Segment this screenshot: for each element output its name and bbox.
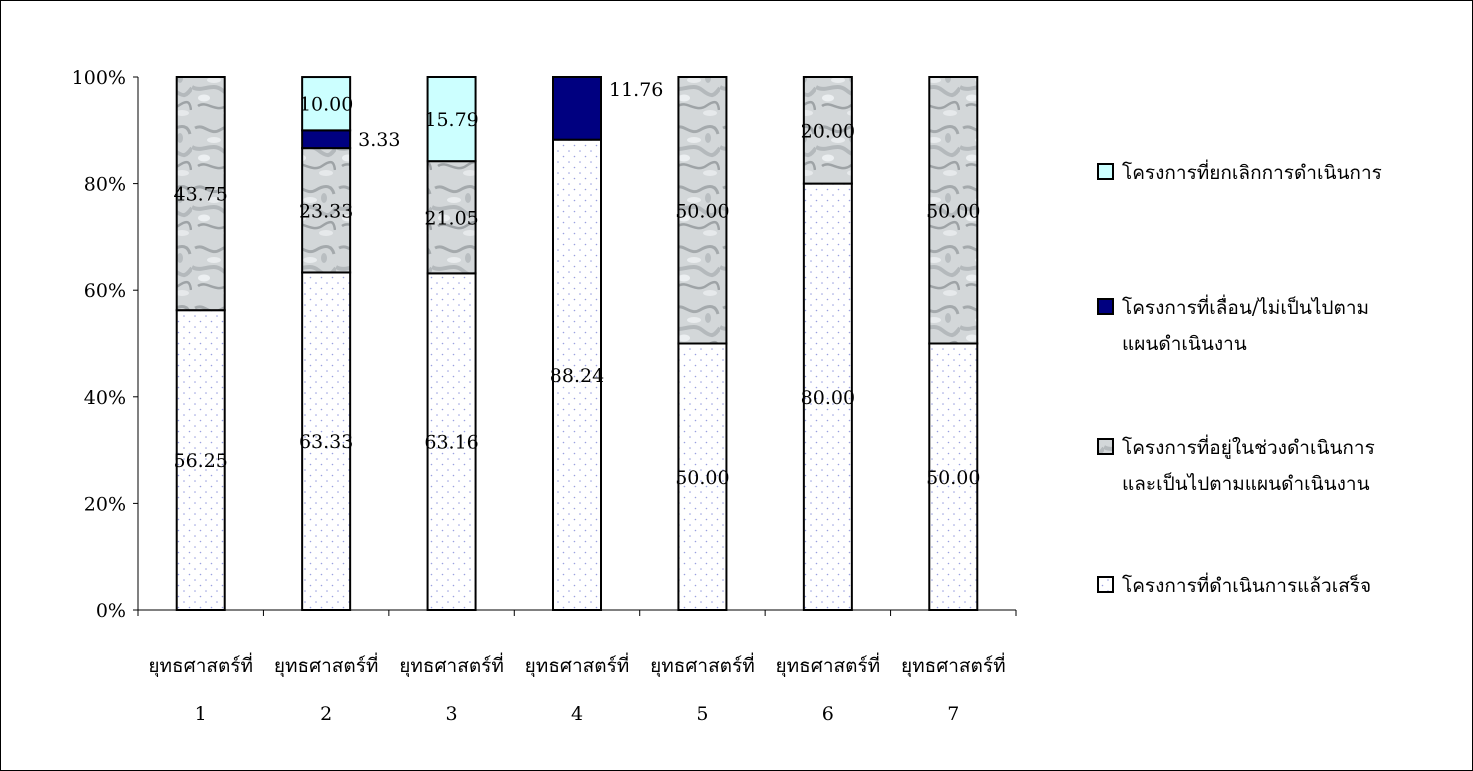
legend-swatch <box>1097 438 1114 455</box>
legend: โครงการที่ยกเลิกการดำเนินการโครงการที่เล… <box>1097 159 1382 597</box>
data-label: 15.79 <box>424 109 478 131</box>
category-labels-group: ยุทธศาสตร์ที่ 1 ยุทธศาสตร์ที่ 2 ยุทธศาสตร์ที… <box>148 652 1005 725</box>
data-label: 63.33 <box>299 431 353 453</box>
y-axis: 0% 20% 40% 60% 80% 100% <box>72 67 139 622</box>
y-tick-label: 60% <box>84 280 126 302</box>
legend-swatch <box>1097 298 1114 315</box>
bar-segment <box>301 129 352 150</box>
bar-segment <box>677 76 728 345</box>
x-category-label: 1 <box>195 703 207 725</box>
data-label: 11.76 <box>609 79 663 101</box>
x-category-label: ยุทธศาสตร์ที่ <box>650 652 755 678</box>
x-category-label: 3 <box>446 703 458 725</box>
bar-segment <box>175 76 226 312</box>
x-category-label: ยุทธศาสตร์ที่ <box>274 652 379 678</box>
data-label: 21.05 <box>424 207 478 229</box>
bar-segment <box>552 138 602 612</box>
bar-segment <box>677 342 728 611</box>
bar-segment <box>301 147 352 274</box>
data-label: 88.24 <box>550 365 604 387</box>
y-tick-label: 20% <box>84 493 126 515</box>
legend-label: แผนดำเนินงาน <box>1122 333 1247 355</box>
bar-segment <box>928 76 979 345</box>
y-tick-label: 100% <box>72 67 126 89</box>
legend-swatch <box>1097 163 1114 180</box>
bar-segment <box>426 272 477 611</box>
data-label: 20.00 <box>801 120 855 142</box>
data-label: 50.00 <box>926 467 980 489</box>
data-label: 23.33 <box>299 200 353 222</box>
y-tick-label: 40% <box>84 387 126 409</box>
bars-group <box>175 76 979 612</box>
x-category-label: 6 <box>822 703 834 725</box>
x-category-label: 4 <box>571 703 583 725</box>
bar-segment <box>802 182 853 611</box>
bar-segment <box>175 309 226 611</box>
bar-segment <box>426 76 477 163</box>
legend-label: โครงการที่ยกเลิกการดำเนินการ <box>1122 159 1382 184</box>
bar-segment <box>301 76 352 132</box>
bar-segment <box>802 76 853 185</box>
legend-label: โครงการที่เลื่อน/ไม่เป็นไปตาม <box>1122 294 1369 319</box>
legend-label: โครงการที่อยู่ในช่วงดำเนินการ <box>1122 434 1375 459</box>
x-category-label: ยุทธศาสตร์ที่ <box>776 652 881 678</box>
x-category-label: ยุทธศาสตร์ที่ <box>901 652 1006 678</box>
data-label: 3.33 <box>358 129 400 151</box>
data-label: 56.25 <box>174 450 228 472</box>
data-label: 63.16 <box>424 432 478 454</box>
data-label: 43.75 <box>174 184 228 206</box>
legend-label: และเป็นไปตามแผนดำเนินงาน <box>1122 471 1370 495</box>
data-label: 50.00 <box>926 200 980 222</box>
x-category-label: 5 <box>696 703 708 725</box>
x-category-label: ยุทธศาสตร์ที่ <box>148 652 253 678</box>
x-category-label: ยุทธศาสตร์ที่ <box>399 652 504 678</box>
y-tick-label: 0% <box>96 600 126 622</box>
x-category-label: 7 <box>947 703 959 725</box>
legend-swatch <box>1097 576 1114 593</box>
x-category-label: ยุทธศาสตร์ที่ <box>525 652 630 678</box>
x-category-label: 2 <box>320 703 332 725</box>
bar-segment <box>301 271 352 611</box>
data-label: 50.00 <box>675 467 729 489</box>
bar-segment <box>928 342 979 611</box>
bar-segment <box>552 76 602 141</box>
legend-label: โครงการที่ดำเนินการแล้วเสร็จ <box>1122 572 1371 597</box>
data-label: 10.00 <box>299 94 353 116</box>
y-tick-label: 80% <box>84 174 126 196</box>
data-label: 50.00 <box>675 200 729 222</box>
data-label: 80.00 <box>801 387 855 409</box>
